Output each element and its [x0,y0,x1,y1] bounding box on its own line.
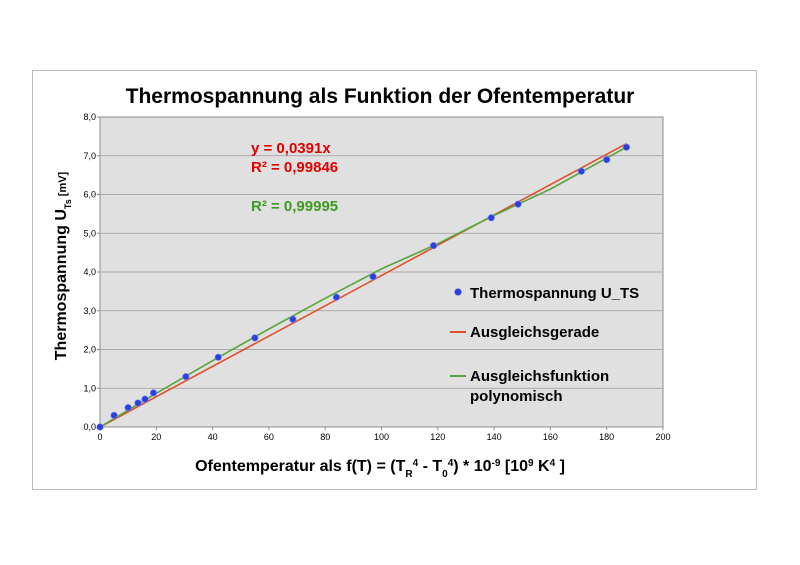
chart-title: Thermospannung als Funktion der Ofentemp… [126,85,635,108]
y-tick-label: 2,0 [83,345,96,355]
x-tick-label: 80 [320,432,330,442]
y-tick-label: 1,0 [83,383,96,393]
data-point [96,423,104,431]
x-tick-label: 20 [151,432,161,442]
legend-label-polynomial-line2: polynomisch [470,388,563,405]
legend: Thermospannung U_TS Ausgleichsgerade Aus… [450,285,639,405]
data-point [603,156,611,164]
x-tick-label: 180 [599,432,614,442]
fit-equation-label: y = 0,0391x [251,140,331,157]
data-point [429,242,438,250]
y-tick-label: 6,0 [83,190,96,200]
y-tick-label: 5,0 [83,228,96,238]
y-tick-labels: 0,0 1,0 2,0 3,0 4,0 5,0 6,0 7,0 8,0 [83,112,100,432]
data-point [369,273,377,281]
x-tick-label: 160 [543,432,558,442]
x-tick-label: 140 [487,432,502,442]
data-point [622,143,631,151]
y-tick-label: 8,0 [83,112,96,122]
legend-label-scatter: Thermospannung U_TS [470,285,639,302]
chart-frame: Thermospannung als Funktion der Ofentemp… [32,70,757,490]
x-tick-label: 40 [208,432,218,442]
data-point [487,214,495,222]
y-tick-label: 0,0 [83,422,96,432]
x-tick-label: 120 [430,432,445,442]
data-point [251,334,259,342]
legend-label-polynomial-line1: Ausgleichsfunktion [470,368,609,385]
data-point [141,395,149,403]
series-line-1 [99,142,627,428]
y-tick-label: 4,0 [83,267,96,277]
chart-svg: Thermospannung als Funktion der Ofentemp… [53,85,671,480]
data-point [577,167,585,175]
y-tick-label: 7,0 [83,151,96,161]
legend-label-linear: Ausgleichsgerade [470,324,599,341]
x-axis-label: Ofentemperatur als f(T) = (TR4 - T04) * … [195,458,565,480]
data-point [289,315,297,323]
data-point [214,353,222,361]
data-point [332,293,341,301]
x-tick-labels: 0 20 40 60 80 100 120 140 160 180 200 [97,427,671,442]
y-axis-label: Thermospannung UTs [mV] [53,171,73,360]
data-point [182,373,190,381]
data-point [110,411,118,419]
fit-r2-polynomial-label: R² = 0,99995 [251,198,338,215]
x-tick-label: 100 [374,432,389,442]
data-point [149,389,158,397]
x-tick-label: 0 [97,432,102,442]
x-tick-label: 60 [264,432,274,442]
series-points [96,143,631,431]
legend-marker-scatter [454,288,462,296]
data-point [134,399,142,407]
x-tick-label: 200 [655,432,670,442]
data-point [514,200,522,208]
y-tick-label: 3,0 [83,306,96,316]
data-point [124,404,132,412]
gridlines [100,155,663,389]
fit-r2-linear-label: R² = 0,99846 [251,159,338,176]
